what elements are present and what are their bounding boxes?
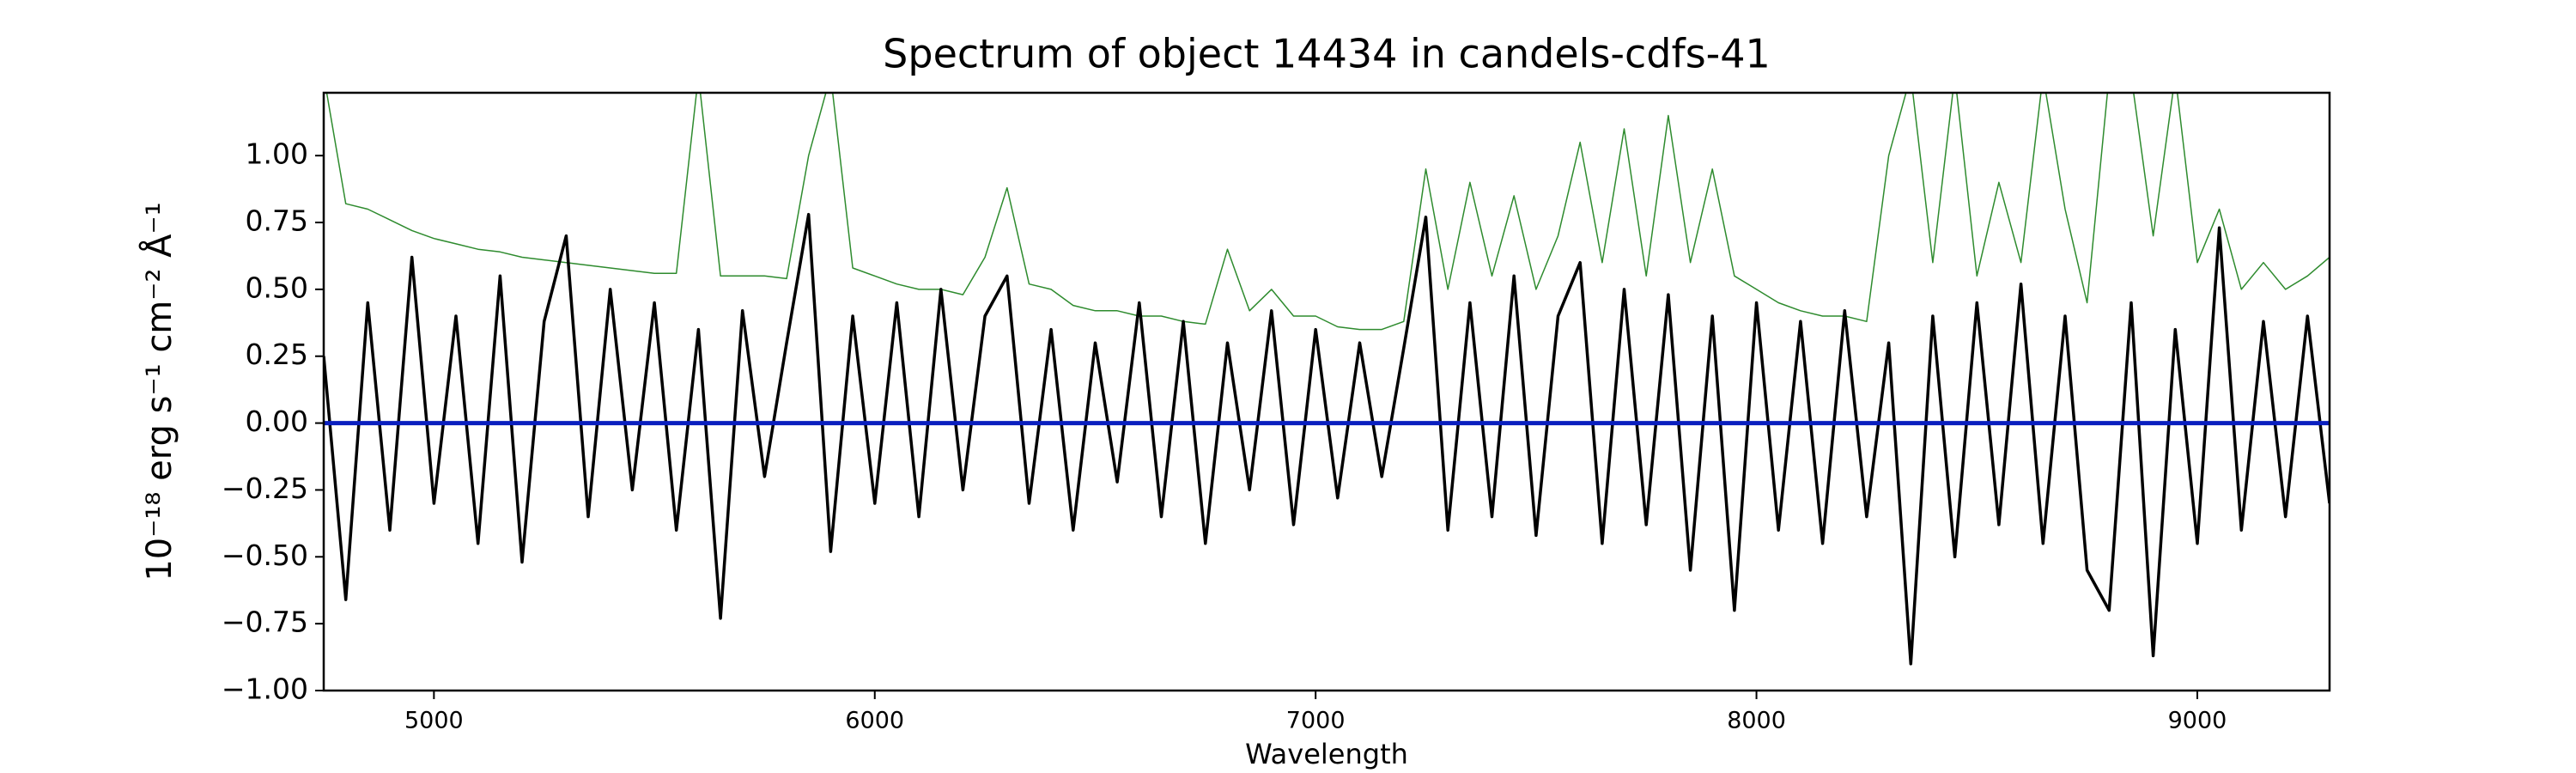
y-tick-label: −0.25 — [222, 472, 308, 505]
chart-title: Spectrum of object 14434 in candels-cdfs… — [883, 31, 1771, 77]
plot-frame — [322, 91, 2331, 692]
x-axis-label: Wavelength — [1245, 738, 1408, 770]
plot-area — [324, 93, 2330, 666]
x-tick-label: 5000 — [404, 708, 464, 734]
spectrum-line — [325, 93, 2330, 331]
y-tick-label: 1.00 — [246, 137, 308, 171]
y-tick-label: 0.00 — [246, 405, 308, 438]
x-tick-label: 9000 — [2168, 708, 2227, 734]
y-tick-label: 0.75 — [246, 204, 308, 238]
y-tick-label: 0.25 — [246, 338, 308, 371]
y-axis-label: 10⁻¹⁸ erg s⁻¹ cm⁻² Å⁻¹ — [138, 202, 179, 581]
x-tick-label: 6000 — [845, 708, 904, 734]
y-tick-label: 0.50 — [246, 271, 308, 304]
x-tick-label: 8000 — [1727, 708, 1786, 734]
y-tick-label: −0.75 — [222, 606, 308, 639]
spectrum-line — [324, 212, 2330, 666]
y-tick-label: −0.50 — [222, 539, 308, 572]
x-tick-label: 7000 — [1286, 708, 1346, 734]
y-tick-label: −1.00 — [222, 673, 308, 706]
